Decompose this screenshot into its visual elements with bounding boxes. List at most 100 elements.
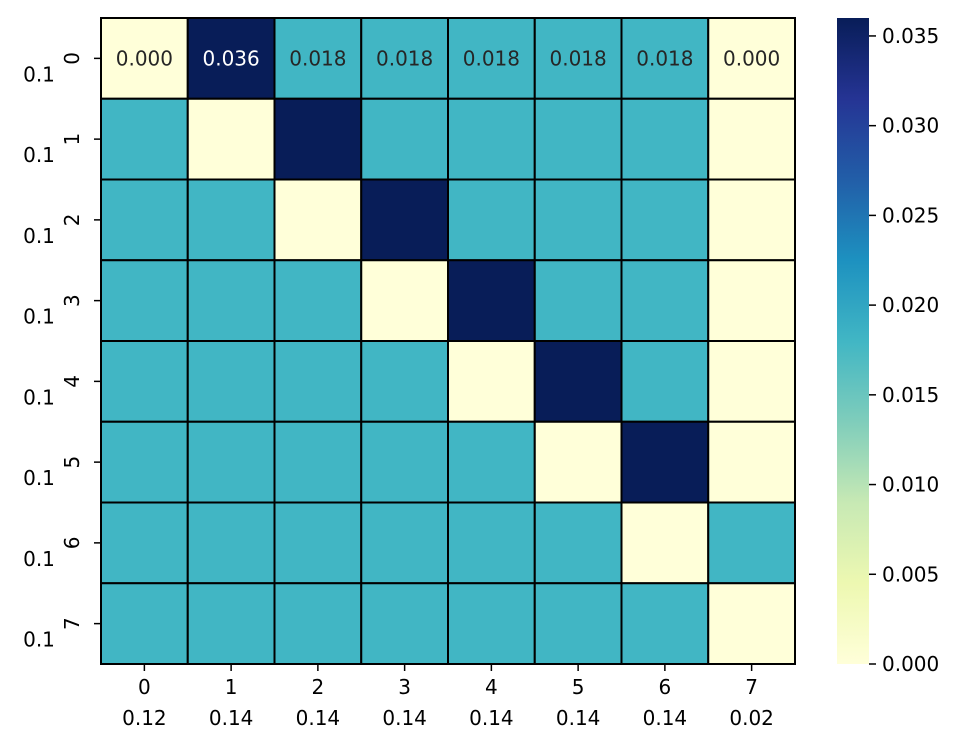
heatmap-cell-r7-c5: [533, 582, 623, 665]
y-tick-label-1: 1: [60, 133, 84, 146]
heatmap-cell-r4-c7: [707, 340, 796, 423]
y-tick-label-6: 6: [60, 537, 84, 550]
colorbar: 0.000 0.005 0.010 0.015 0.020 0.025 0.030 0.035: [837, 18, 939, 676]
heatmap-cell-r4-c5: [533, 340, 623, 423]
heatmap-cell-r3-c5: [533, 259, 623, 342]
heatmap-cell-r5-c4: [447, 420, 536, 504]
y-tick-label-7: 7: [60, 617, 84, 630]
heatmap-cell-r1-c3: [360, 97, 449, 181]
heatmap-cells: [100, 17, 796, 665]
heatmap-cell-r7-c6: [620, 582, 710, 665]
x-axis-ticks: 0 0.12 1 0.14 2 0.14 3 0.14 4 0.14 5 0.14 6 0.14 7 0.02: [122, 664, 774, 730]
heatmap-cell-r4-c2: [273, 340, 363, 423]
heatmap-cell-r5-c1: [186, 420, 276, 504]
colorbar-gradient: [837, 18, 869, 664]
colorbar-tick-label-1: 0.005: [882, 562, 939, 586]
heatmap-cell-r7-c2: [273, 582, 363, 665]
x-tick-sublabel-0: 0.12: [122, 706, 167, 730]
heatmap-cell-r6-c3: [360, 501, 449, 585]
cell-annotation-c6: 0.018: [636, 46, 693, 70]
y-tick-sublabel-3: 0.1: [23, 305, 55, 329]
x-tick-sublabel-4: 0.14: [469, 706, 514, 730]
heatmap-cell-r2-c1: [186, 178, 276, 262]
cell-annotation-c1: 0.036: [202, 46, 259, 70]
cell-annotation-c7: 0.000: [723, 46, 780, 70]
x-tick-sublabel-5: 0.14: [556, 706, 601, 730]
heatmap-cell-r2-c2: [273, 178, 363, 262]
y-tick-sublabel-7: 0.1: [23, 628, 55, 652]
y-tick-sublabel-4: 0.1: [23, 385, 55, 409]
y-axis-ticks: 0 0.1 1 0.1 2 0.1 3 0.1 4 0.1 5 0.1 6 0.1 7 0.1: [23, 52, 101, 652]
heatmap-cell-r6-c2: [273, 501, 363, 585]
colorbar-tick-label-0: 0.000: [882, 652, 939, 676]
cell-annotation-c4: 0.018: [463, 46, 520, 70]
heatmap-cell-r5-c3: [360, 420, 449, 504]
heatmap-cell-r4-c1: [186, 340, 276, 423]
x-tick-sublabel-2: 0.14: [296, 706, 341, 730]
heatmap-cell-r5-c0: [100, 420, 189, 504]
heatmap-cell-r3-c4: [447, 259, 536, 342]
heatmap-cell-r2-c5: [533, 178, 623, 262]
x-tick-label-1: 1: [225, 675, 238, 699]
heatmap-cell-r6-c1: [186, 501, 276, 585]
y-tick-sublabel-0: 0.1: [23, 62, 55, 86]
colorbar-tick-label-2: 0.010: [882, 473, 939, 497]
heatmap-cell-r6-c5: [533, 501, 623, 585]
heatmap-cell-r2-c6: [620, 178, 710, 262]
colorbar-tick-label-4: 0.020: [882, 293, 939, 317]
x-tick-label-6: 6: [659, 675, 672, 699]
x-tick-label-4: 4: [485, 675, 498, 699]
y-tick-sublabel-1: 0.1: [23, 143, 55, 167]
y-tick-label-5: 5: [60, 456, 84, 469]
heatmap-cell-r5-c6: [620, 420, 710, 504]
cell-annotation-c3: 0.018: [376, 46, 433, 70]
colorbar-tick-label-6: 0.030: [882, 114, 939, 138]
heatmap-cell-r7-c4: [447, 582, 536, 665]
heatmap-cell-r4-c0: [100, 340, 189, 423]
heatmap-cell-r7-c7: [707, 582, 796, 665]
heatmap-cell-r2-c4: [447, 178, 536, 262]
heatmap-cell-r1-c4: [447, 97, 536, 181]
x-tick-sublabel-3: 0.14: [382, 706, 427, 730]
heatmap-cell-r3-c3: [360, 259, 449, 342]
heatmap-cell-r2-c7: [707, 178, 796, 262]
x-tick-label-3: 3: [398, 675, 411, 699]
y-tick-label-0: 0: [60, 52, 84, 65]
heatmap-cell-r4-c4: [447, 340, 536, 423]
y-tick-sublabel-6: 0.1: [23, 547, 55, 571]
heatmap-cell-r1-c1: [186, 97, 276, 181]
heatmap-cell-r3-c2: [273, 259, 363, 342]
heatmap-cell-r3-c0: [100, 259, 189, 342]
heatmap-cell-r4-c3: [360, 340, 449, 423]
heatmap-cell-r3-c6: [620, 259, 710, 342]
y-tick-label-4: 4: [60, 375, 84, 388]
heatmap-cell-r1-c5: [533, 97, 623, 181]
y-tick-sublabel-2: 0.1: [23, 224, 55, 248]
heatmap-cell-r2-c3: [360, 178, 449, 262]
colorbar-tick-label-3: 0.015: [882, 383, 939, 407]
x-tick-label-2: 2: [312, 675, 325, 699]
x-tick-sublabel-6: 0.14: [643, 706, 688, 730]
heatmap-cell-r0-c5: [533, 17, 623, 100]
heatmap-cell-r5-c5: [533, 420, 623, 504]
heatmap-cell-r5-c7: [707, 420, 796, 504]
x-tick-label-7: 7: [745, 675, 758, 699]
colorbar-tick-label-7: 0.035: [882, 24, 939, 48]
heatmap-cell-r0-c7: [707, 17, 796, 100]
x-tick-label-0: 0: [138, 675, 151, 699]
heatmap-cell-r6-c7: [707, 501, 796, 585]
x-tick-sublabel-7: 0.02: [729, 706, 774, 730]
heatmap-cell-r1-c0: [100, 97, 189, 181]
heatmap-cell-r7-c3: [360, 582, 449, 665]
heatmap-cell-r3-c1: [186, 259, 276, 342]
y-tick-label-2: 2: [60, 214, 84, 227]
heatmap-cell-r2-c0: [100, 178, 189, 262]
heatmap-cell-r1-c2: [273, 97, 363, 181]
cell-annotations: 0.000 0.036 0.018 0.018 0.018 0.018 0.018 0.000: [116, 46, 781, 70]
heatmap-cell-r5-c2: [273, 420, 363, 504]
heatmap-cell-r6-c0: [100, 501, 189, 585]
heatmap-cell-r4-c6: [620, 340, 710, 423]
x-tick-label-5: 5: [572, 675, 585, 699]
x-tick-sublabel-1: 0.14: [209, 706, 254, 730]
